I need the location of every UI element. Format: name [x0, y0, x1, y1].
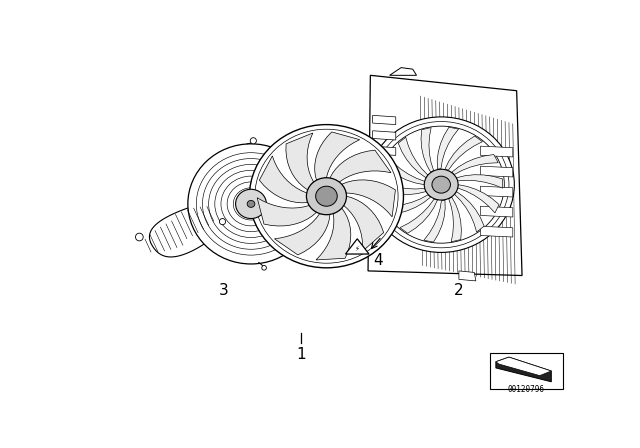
Polygon shape: [315, 132, 360, 180]
Polygon shape: [372, 146, 396, 155]
Polygon shape: [458, 185, 499, 213]
Polygon shape: [481, 186, 513, 197]
Circle shape: [220, 219, 225, 225]
Polygon shape: [372, 196, 396, 206]
Polygon shape: [496, 357, 551, 382]
Polygon shape: [380, 181, 426, 194]
Circle shape: [136, 233, 143, 241]
Polygon shape: [368, 75, 522, 276]
Polygon shape: [481, 226, 513, 237]
Polygon shape: [481, 146, 513, 157]
Ellipse shape: [250, 125, 403, 268]
Text: 3: 3: [219, 284, 229, 298]
Polygon shape: [496, 357, 551, 375]
Polygon shape: [330, 150, 391, 182]
Polygon shape: [459, 271, 476, 281]
Polygon shape: [372, 131, 396, 140]
Polygon shape: [257, 198, 316, 226]
Ellipse shape: [378, 126, 504, 243]
Polygon shape: [150, 200, 236, 257]
Polygon shape: [398, 137, 428, 178]
Circle shape: [250, 138, 257, 144]
Ellipse shape: [236, 189, 266, 219]
Polygon shape: [400, 199, 437, 233]
Polygon shape: [454, 192, 484, 232]
Polygon shape: [424, 200, 445, 242]
Polygon shape: [384, 195, 431, 215]
Ellipse shape: [307, 178, 346, 215]
Polygon shape: [316, 208, 351, 260]
Bar: [490, 353, 563, 389]
Polygon shape: [286, 133, 314, 190]
Polygon shape: [437, 127, 458, 169]
Text: 00120796: 00120796: [508, 385, 545, 394]
Polygon shape: [344, 196, 383, 251]
Polygon shape: [452, 155, 498, 175]
Polygon shape: [346, 239, 369, 254]
Text: 4: 4: [373, 253, 383, 267]
Polygon shape: [456, 175, 502, 188]
Text: ⚡: ⚡: [355, 246, 360, 252]
Text: 2: 2: [454, 284, 464, 298]
Ellipse shape: [316, 186, 337, 206]
Text: 1: 1: [296, 347, 306, 362]
Polygon shape: [383, 156, 424, 185]
Polygon shape: [481, 166, 513, 177]
Circle shape: [318, 197, 323, 202]
Circle shape: [262, 266, 266, 270]
Polygon shape: [449, 197, 461, 242]
Polygon shape: [275, 214, 330, 255]
Polygon shape: [372, 116, 396, 125]
Polygon shape: [372, 165, 396, 175]
Ellipse shape: [424, 169, 458, 200]
Ellipse shape: [368, 117, 515, 252]
Polygon shape: [481, 206, 513, 217]
Ellipse shape: [247, 200, 255, 207]
Polygon shape: [342, 180, 396, 217]
Ellipse shape: [188, 144, 314, 264]
Ellipse shape: [432, 176, 451, 193]
Polygon shape: [259, 156, 308, 203]
Polygon shape: [390, 68, 417, 75]
Polygon shape: [421, 128, 434, 172]
Polygon shape: [445, 136, 483, 170]
Polygon shape: [372, 181, 396, 190]
